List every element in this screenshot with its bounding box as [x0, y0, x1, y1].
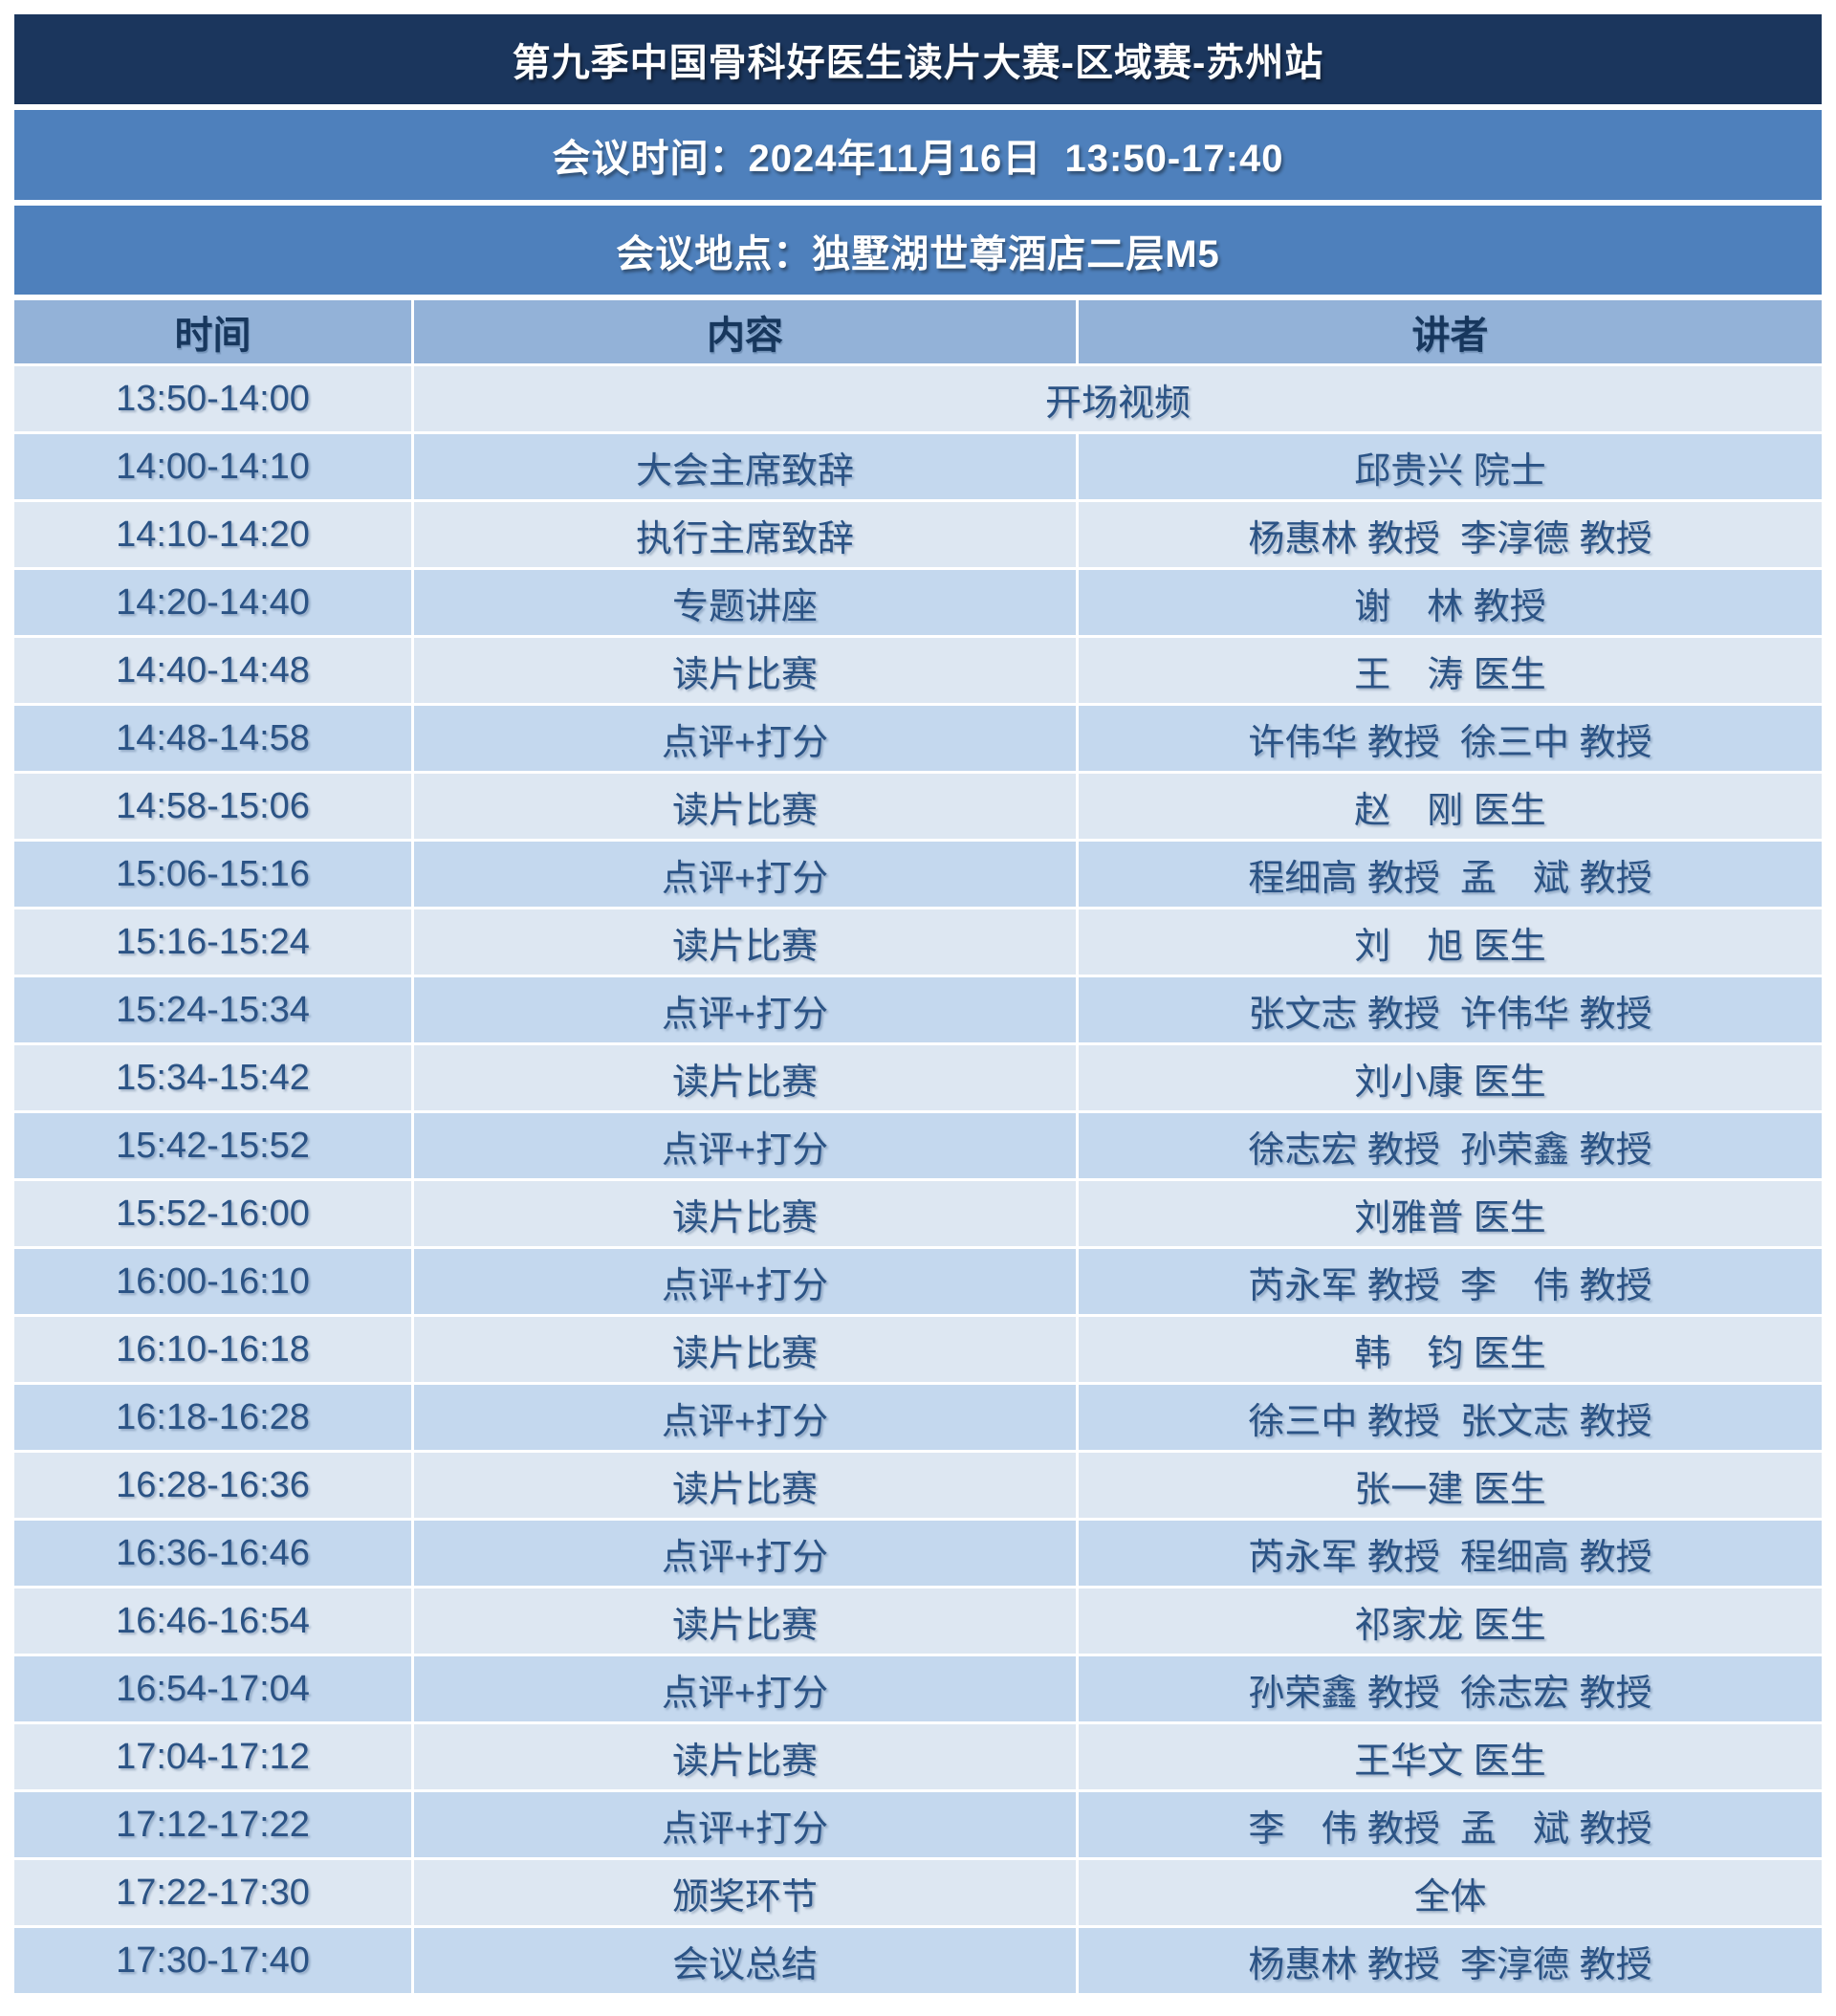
schedule-row-content: 读片比赛 — [414, 1589, 1076, 1654]
schedule-row-content: 点评+打分 — [414, 1113, 1076, 1178]
column-header-content: 内容 — [414, 300, 1076, 363]
schedule-row-speaker: 韩 钧 医生 — [1079, 1317, 1822, 1382]
schedule-row-speaker: 芮永军 教授 李 伟 教授 — [1079, 1249, 1822, 1314]
schedule-row-content: 读片比赛 — [414, 1453, 1076, 1518]
schedule-row-time: 14:58-15:06 — [14, 774, 411, 839]
schedule-row-time: 17:12-17:22 — [14, 1792, 411, 1857]
schedule-row-speaker: 刘雅普 医生 — [1079, 1181, 1822, 1246]
schedule-row-time: 14:20-14:40 — [14, 570, 411, 635]
schedule-row-time: 15:52-16:00 — [14, 1181, 411, 1246]
schedule-row-content: 颁奖环节 — [414, 1860, 1076, 1925]
schedule-row-time: 16:28-16:36 — [14, 1453, 411, 1518]
schedule-row-content: 读片比赛 — [414, 1724, 1076, 1789]
schedule-row-time: 14:00-14:10 — [14, 434, 411, 499]
event-title: 第九季中国骨科好医生读片大赛-区域赛-苏州站 — [512, 42, 1324, 84]
schedule-row-speaker: 王 涛 医生 — [1079, 638, 1822, 703]
event-title-bar: 第九季中国骨科好医生读片大赛-区域赛-苏州站 — [14, 14, 1822, 104]
schedule-row-content: 执行主席致辞 — [414, 502, 1076, 567]
schedule-row-content: 读片比赛 — [414, 909, 1076, 975]
column-header-time: 时间 — [14, 300, 411, 363]
schedule-row-time: 14:10-14:20 — [14, 502, 411, 567]
schedule-row-content: 点评+打分 — [414, 1521, 1076, 1586]
meeting-location-bar: 会议地点：独墅湖世尊酒店二层M5 — [14, 206, 1822, 295]
schedule-row-speaker: 谢 林 教授 — [1079, 570, 1822, 635]
schedule-row-speaker: 赵 刚 医生 — [1079, 774, 1822, 839]
schedule-row-content: 读片比赛 — [414, 1045, 1076, 1110]
schedule-row-content: 点评+打分 — [414, 1792, 1076, 1857]
schedule-row-speaker: 许伟华 教授 徐三中 教授 — [1079, 706, 1822, 771]
schedule-row-content: 专题讲座 — [414, 570, 1076, 635]
meeting-time-text: 会议时间：2024年11月16日 13:50-17:40 — [552, 138, 1284, 180]
schedule-row-time: 14:48-14:58 — [14, 706, 411, 771]
schedule-row-content: 读片比赛 — [414, 1317, 1076, 1382]
schedule-row-time: 15:34-15:42 — [14, 1045, 411, 1110]
schedule-row-speaker: 徐三中 教授 张文志 教授 — [1079, 1385, 1822, 1450]
schedule-row-time: 17:30-17:40 — [14, 1928, 411, 1993]
schedule-row-speaker: 杨惠林 教授 李淳德 教授 — [1079, 1928, 1822, 1993]
schedule-row-time: 16:36-16:46 — [14, 1521, 411, 1586]
schedule-row-speaker: 张文志 教授 许伟华 教授 — [1079, 977, 1822, 1042]
schedule-row-speaker: 杨惠林 教授 李淳德 教授 — [1079, 502, 1822, 567]
schedule-row-speaker: 祁家龙 医生 — [1079, 1589, 1822, 1654]
column-header-speaker: 讲者 — [1079, 300, 1822, 363]
meeting-location-text: 会议地点：独墅湖世尊酒店二层M5 — [616, 232, 1220, 275]
schedule-row-time: 13:50-14:00 — [14, 366, 411, 431]
schedule-row-time: 16:10-16:18 — [14, 1317, 411, 1382]
schedule-row-content: 读片比赛 — [414, 1181, 1076, 1246]
schedule-row-speaker: 孙荣鑫 教授 徐志宏 教授 — [1079, 1656, 1822, 1721]
schedule-row-speaker: 张一建 医生 — [1079, 1453, 1822, 1518]
schedule-row-speaker: 李 伟 教授 孟 斌 教授 — [1079, 1792, 1822, 1857]
schedule-row-time: 16:18-16:28 — [14, 1385, 411, 1450]
schedule-row-time: 15:06-15:16 — [14, 842, 411, 907]
schedule-row-speaker: 芮永军 教授 程细高 教授 — [1079, 1521, 1822, 1586]
schedule-row-speaker: 邱贵兴 院士 — [1079, 434, 1822, 499]
schedule-row-content: 点评+打分 — [414, 1249, 1076, 1314]
schedule-row-content: 点评+打分 — [414, 977, 1076, 1042]
schedule-row-time: 15:24-15:34 — [14, 977, 411, 1042]
schedule-row-content: 大会主席致辞 — [414, 434, 1076, 499]
schedule-row-content: 读片比赛 — [414, 774, 1076, 839]
schedule-row-content: 点评+打分 — [414, 1656, 1076, 1721]
schedule-row-time: 17:04-17:12 — [14, 1724, 411, 1789]
schedule-row-content: 会议总结 — [414, 1928, 1076, 1993]
schedule-row-content: 读片比赛 — [414, 638, 1076, 703]
schedule-row-speaker: 王华文 医生 — [1079, 1724, 1822, 1789]
schedule-row-time: 17:22-17:30 — [14, 1860, 411, 1925]
schedule-row-content: 点评+打分 — [414, 1385, 1076, 1450]
schedule-row-time: 14:40-14:48 — [14, 638, 411, 703]
schedule-row-time: 16:00-16:10 — [14, 1249, 411, 1314]
schedule-table: 时间 内容 讲者 13:50-14:00 开场视频 14:00-14:10 大会主席致… — [14, 300, 1822, 1993]
schedule-row-content: 开场视频 — [414, 366, 1822, 431]
schedule-row-speaker: 刘小康 医生 — [1079, 1045, 1822, 1110]
schedule-row-content: 点评+打分 — [414, 842, 1076, 907]
meeting-time-bar: 会议时间：2024年11月16日 13:50-17:40 — [14, 110, 1822, 200]
schedule-row-speaker: 徐志宏 教授 孙荣鑫 教授 — [1079, 1113, 1822, 1178]
schedule-row-speaker: 程细高 教授 孟 斌 教授 — [1079, 842, 1822, 907]
schedule-row-time: 15:16-15:24 — [14, 909, 411, 975]
schedule-row-speaker: 全体 — [1079, 1860, 1822, 1925]
schedule-row-content: 点评+打分 — [414, 706, 1076, 771]
schedule-row-time: 15:42-15:52 — [14, 1113, 411, 1178]
schedule-row-time: 16:46-16:54 — [14, 1589, 411, 1654]
schedule-row-time: 16:54-17:04 — [14, 1656, 411, 1721]
schedule-row-speaker: 刘 旭 医生 — [1079, 909, 1822, 975]
